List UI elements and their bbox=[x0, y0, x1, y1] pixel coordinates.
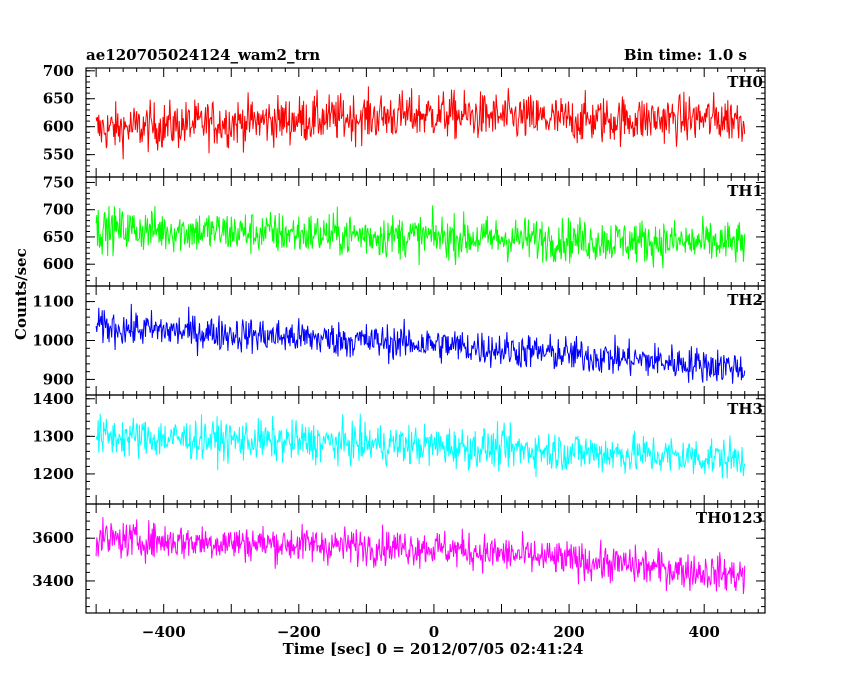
series-th2 bbox=[95, 303, 746, 384]
y-tick-label: 550 bbox=[43, 146, 74, 164]
panel-label: TH3 bbox=[727, 400, 763, 418]
panel-label: TH1 bbox=[727, 182, 763, 200]
x-tick-label: −200 bbox=[277, 623, 321, 641]
panel-label: TH2 bbox=[727, 291, 763, 309]
x-tick-label: −400 bbox=[142, 623, 186, 641]
y-tick-label: 750 bbox=[43, 173, 74, 191]
series-th3 bbox=[95, 413, 746, 479]
y-tick-label: 650 bbox=[43, 228, 74, 246]
panel-th1: 600 650 700 750 TH1 bbox=[43, 173, 766, 287]
y-tick-label: 650 bbox=[43, 90, 74, 108]
x-tick-label: 200 bbox=[553, 623, 584, 641]
x-tick-label: 400 bbox=[689, 623, 720, 641]
y-tick-label: 1200 bbox=[32, 465, 74, 483]
y-tick-label: 600 bbox=[43, 255, 74, 273]
y-tick-label: 3400 bbox=[32, 572, 74, 590]
y-tick-label: 600 bbox=[43, 118, 74, 136]
y-tick-label: 900 bbox=[43, 370, 74, 388]
panel-frame bbox=[85, 503, 766, 614]
chart-title: ae120705024124_wam2_trn bbox=[86, 46, 321, 64]
panel-label: TH0 bbox=[727, 73, 763, 91]
y-tick-label: 3600 bbox=[32, 529, 74, 547]
y-tick-label: 1300 bbox=[32, 427, 74, 445]
panel-frame bbox=[85, 285, 766, 396]
panel-th3: 1200 1300 1400 TH3 bbox=[32, 390, 766, 505]
series-th0123 bbox=[95, 517, 746, 594]
panel-th0: 550 600 650 700 TH0 bbox=[43, 62, 766, 178]
y-tick-label: 1400 bbox=[32, 390, 74, 408]
panel-label: TH0123 bbox=[696, 509, 763, 527]
panel-th0123: 3400 3600 TH0123 bbox=[32, 503, 766, 614]
y-tick-label: 700 bbox=[43, 201, 74, 219]
series-th0 bbox=[95, 86, 746, 160]
x-axis-label: Time [sec] 0 = 2012/07/05 02:41:24 bbox=[282, 640, 584, 658]
panel-frame bbox=[85, 394, 766, 505]
bin-time-label: Bin time: 1.0 s bbox=[623, 46, 747, 64]
series-th1 bbox=[95, 205, 746, 269]
y-tick-label: 1100 bbox=[32, 293, 74, 311]
x-tick-label: 0 bbox=[429, 623, 439, 641]
panel-th2: 900 1000 1100 TH2 bbox=[32, 285, 766, 396]
y-tick-label: 1000 bbox=[32, 332, 74, 350]
y-tick-label: 700 bbox=[43, 62, 74, 80]
y-axis-label: Counts/sec bbox=[12, 248, 30, 340]
